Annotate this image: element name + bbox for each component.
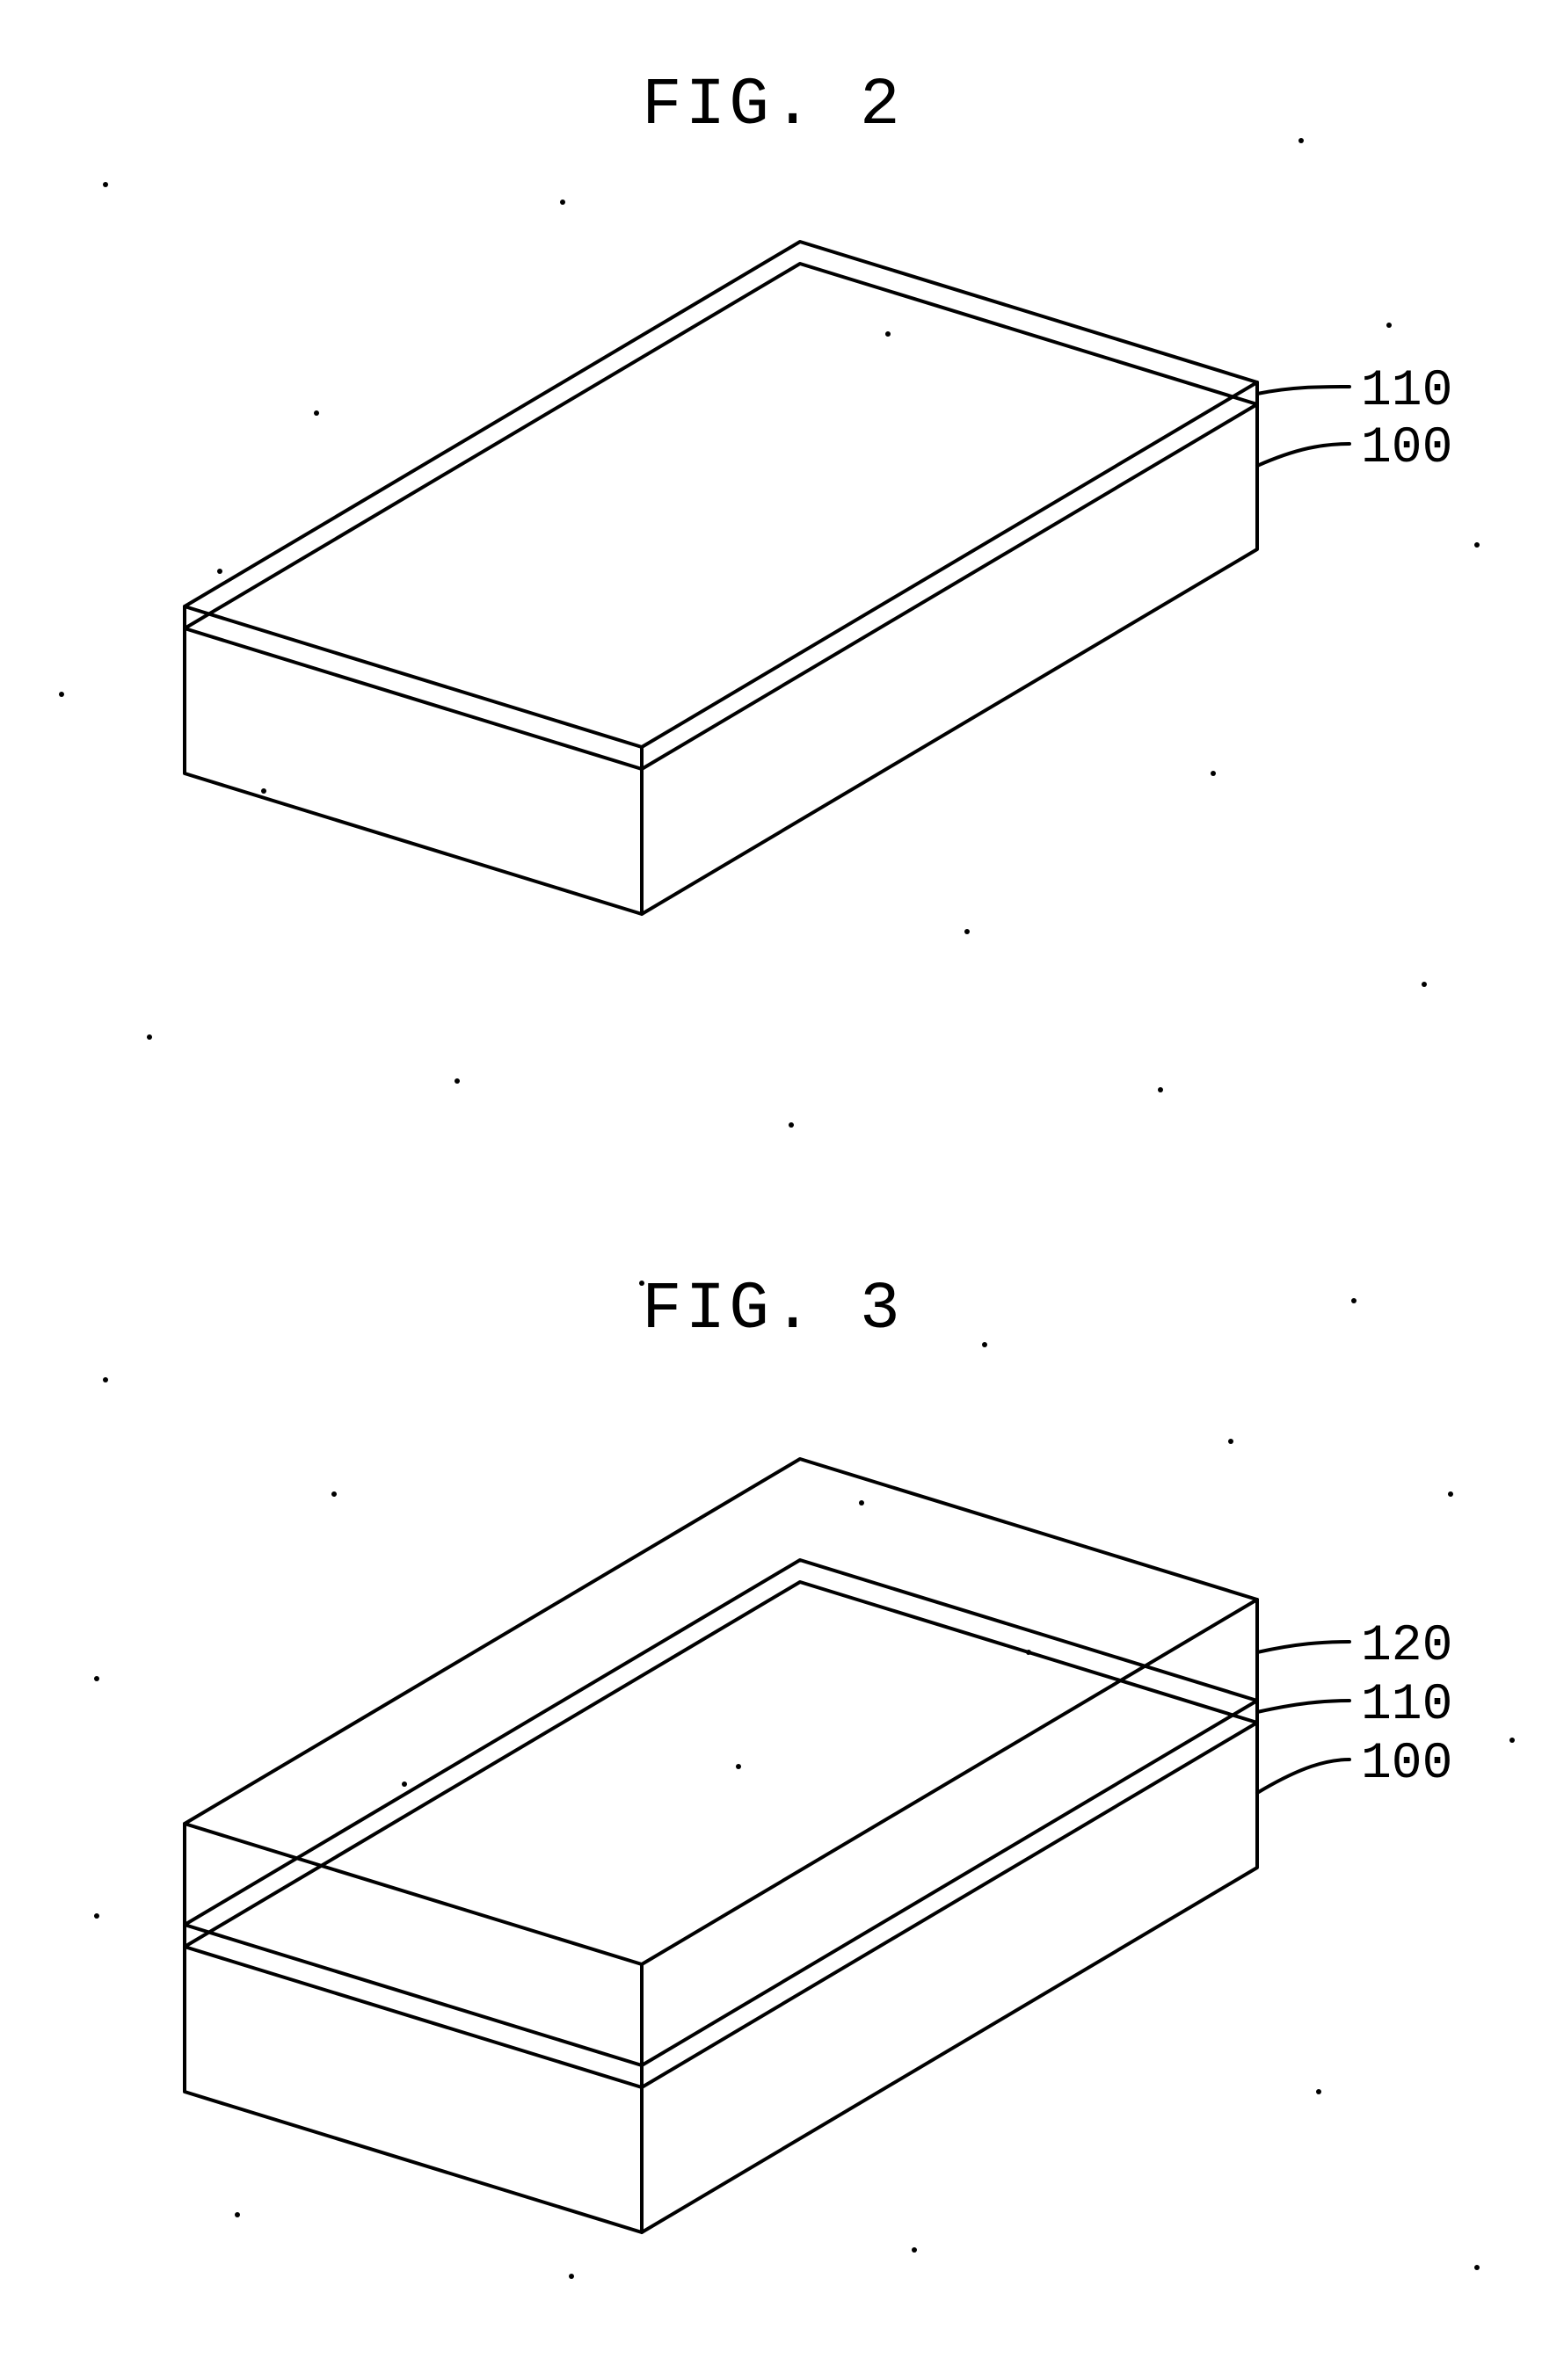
- fig2-drawing: [185, 242, 1349, 914]
- fig3-drawing: [185, 1459, 1349, 2232]
- fig3-title: FIG. 3: [642, 1272, 904, 1347]
- fig2-title: FIG. 2: [642, 68, 904, 143]
- figure-svg: FIG. 2 110 100 FIG. 3: [0, 0, 1542, 2376]
- fig2-label-100: 100: [1361, 420, 1452, 477]
- speckle-noise: [59, 138, 1515, 2279]
- patent-figure-page: FIG. 2 110 100 FIG. 3: [0, 0, 1542, 2376]
- fig3-label-120: 120: [1361, 1618, 1452, 1675]
- fig3-label-110: 110: [1361, 1677, 1452, 1734]
- fig3-label-100: 100: [1361, 1736, 1452, 1793]
- fig2-label-110: 110: [1361, 363, 1452, 420]
